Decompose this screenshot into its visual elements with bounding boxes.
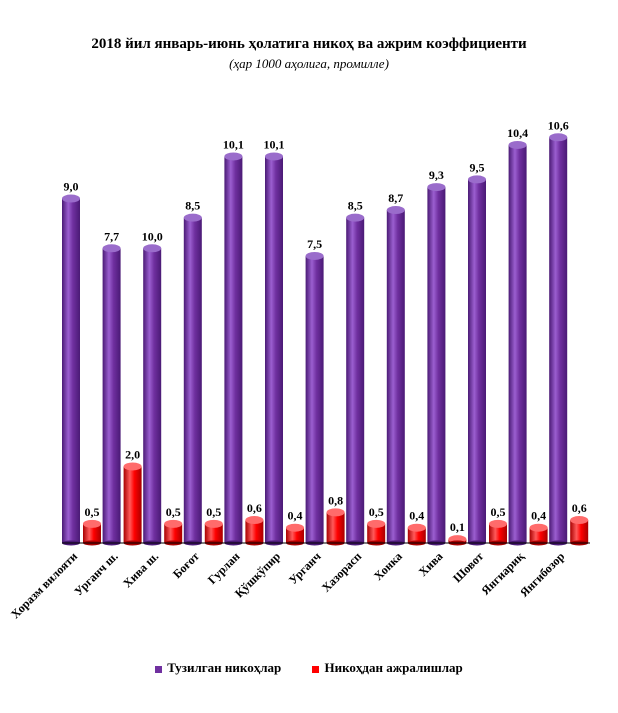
value-label-marriages-5: 10,1: [264, 137, 285, 151]
value-label-marriages-12: 10,6: [548, 118, 569, 132]
bar-marriages-3: [183, 213, 202, 546]
bar-marriages-4: [224, 152, 243, 546]
value-label-marriages-0: 9,0: [64, 180, 79, 194]
bar-marriages-2: [143, 244, 162, 546]
bar-marriages-1: [102, 244, 121, 546]
bar-divorces-8: [407, 523, 426, 546]
value-label-marriages-9: 9,3: [429, 168, 444, 182]
value-label-divorces-5: 0,4: [288, 509, 303, 523]
value-label-marriages-6: 7,5: [307, 237, 322, 251]
value-label-divorces-10: 0,5: [491, 505, 506, 519]
bar-divorces-2: [164, 519, 183, 546]
value-label-marriages-11: 10,4: [507, 126, 528, 140]
bar-divorces-12: [570, 516, 589, 546]
category-label-3: Боғот: [170, 549, 202, 581]
bar-divorces-10: [489, 519, 507, 546]
bar-marriages-7: [346, 213, 365, 546]
value-label-marriages-1: 7,7: [104, 229, 119, 243]
bar-marriages-5: [265, 152, 283, 546]
category-label-9: Хива: [416, 549, 446, 579]
bar-divorces-9: [448, 535, 467, 546]
legend-swatch-red: [312, 665, 320, 673]
bar-marriages-11: [508, 140, 527, 546]
value-label-divorces-12: 0,6: [572, 501, 587, 515]
legend-item-divorces: Никоҳдан ажралишлар: [312, 660, 463, 676]
bar-divorces-4: [245, 516, 264, 546]
bar-marriages-6: [305, 251, 324, 546]
value-label-divorces-8: 0,4: [409, 509, 424, 523]
bar-divorces-0: [83, 519, 101, 546]
value-label-marriages-10: 9,5: [470, 160, 485, 174]
bar-marriages-0: [62, 194, 80, 546]
value-label-divorces-6: 0,8: [328, 493, 343, 507]
category-label-1: Урганч ш.: [71, 549, 120, 598]
bar-divorces-1: [123, 462, 142, 546]
bar-marriages-8: [386, 206, 405, 546]
bar-marriages-12: [549, 133, 568, 546]
value-label-marriages-7: 8,5: [348, 199, 363, 213]
value-label-divorces-2: 0,5: [166, 505, 181, 519]
value-label-divorces-0: 0,5: [85, 505, 100, 519]
bar-divorces-5: [286, 523, 304, 546]
value-label-divorces-9: 0,1: [450, 520, 465, 534]
value-label-divorces-1: 2,0: [125, 447, 140, 461]
category-label-10: Шовот: [450, 549, 486, 585]
category-label-0: Хоразм вилояти: [8, 549, 80, 621]
bar-divorces-11: [529, 523, 548, 546]
legend-label-marriages: Тузилган никоҳлар: [167, 660, 282, 675]
value-label-marriages-3: 8,5: [185, 199, 200, 213]
legend-label-divorces: Никоҳдан ажралишлар: [324, 660, 463, 675]
legend-item-marriages: Тузилган никоҳлар: [155, 660, 281, 676]
category-label-2: Хива ш.: [120, 549, 161, 590]
legend: Тузилган никоҳлар Никоҳдан ажралишлар: [0, 660, 618, 676]
bar-marriages-9: [427, 183, 446, 546]
category-label-12: Янгибозор: [517, 549, 568, 600]
value-label-divorces-3: 0,5: [206, 505, 221, 519]
category-label-4: Гурлан: [205, 549, 243, 587]
bar-divorces-6: [326, 508, 345, 546]
category-label-7: Хазорасп: [319, 549, 365, 595]
value-label-marriages-4: 10,1: [223, 137, 244, 151]
value-label-marriages-8: 8,7: [388, 191, 403, 205]
bar-divorces-3: [204, 519, 223, 546]
value-label-divorces-11: 0,4: [531, 509, 546, 523]
value-label-marriages-2: 10,0: [142, 229, 163, 243]
chart-subtitle: (ҳар 1000 аҳолига, промилле): [229, 56, 389, 71]
legend-swatch-purple: [155, 665, 163, 673]
value-label-divorces-7: 0,5: [369, 505, 384, 519]
bar-marriages-10: [468, 175, 486, 546]
bar-divorces-7: [367, 519, 386, 546]
category-label-6: Урганч: [286, 549, 324, 587]
chart-title: 2018 йил январь-июнь ҳолатига никоҳ ва а…: [91, 36, 527, 52]
value-label-divorces-4: 0,6: [247, 501, 262, 515]
category-label-8: Хонка: [371, 549, 405, 583]
